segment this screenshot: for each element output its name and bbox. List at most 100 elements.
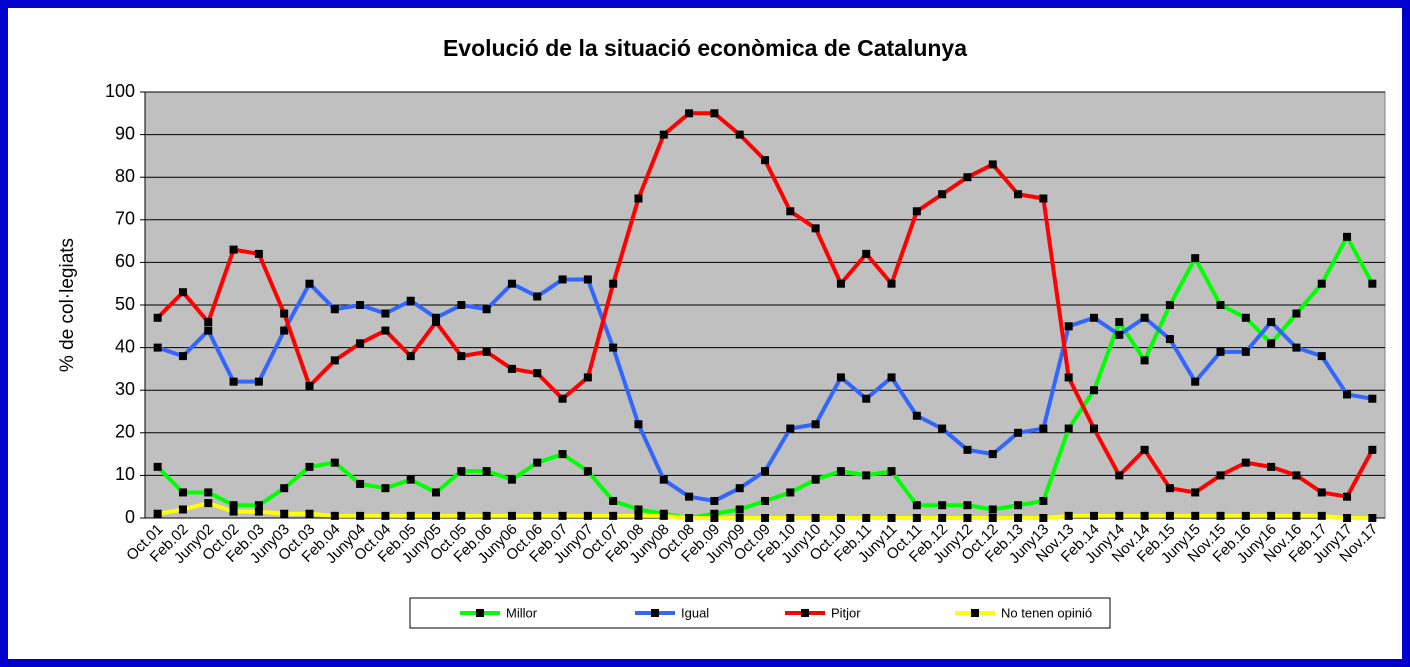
data-point [1292, 511, 1301, 520]
data-point [710, 109, 719, 118]
data-point [1368, 514, 1377, 522]
data-point [482, 305, 491, 314]
data-point [533, 292, 542, 301]
data-point [634, 420, 643, 429]
data-point [356, 479, 365, 488]
data-point [330, 458, 339, 467]
y-tick-label: 100 [105, 81, 135, 101]
data-point [1140, 511, 1149, 520]
data-point [558, 394, 567, 403]
data-point [811, 475, 820, 484]
data-point [558, 450, 567, 459]
data-point [330, 356, 339, 365]
data-point [1267, 318, 1276, 327]
data-point [1165, 484, 1174, 493]
data-point [1241, 313, 1250, 322]
data-point [988, 160, 997, 169]
data-point [406, 296, 415, 305]
data-point [1368, 279, 1377, 288]
data-point [659, 130, 668, 139]
data-point [330, 305, 339, 314]
data-point [1064, 424, 1073, 433]
data-point [1140, 356, 1149, 365]
data-point [938, 190, 947, 199]
data-point [1267, 339, 1276, 348]
data-point [836, 467, 845, 476]
data-point [912, 207, 921, 216]
data-point [938, 514, 947, 522]
data-point [1317, 488, 1326, 497]
data-point [1216, 347, 1225, 356]
data-point [710, 514, 719, 522]
data-point [1014, 514, 1023, 522]
data-point [938, 501, 947, 510]
data-point [710, 509, 719, 518]
data-point [862, 394, 871, 403]
data-point [1292, 471, 1301, 480]
data-point [1165, 511, 1174, 520]
data-point [406, 475, 415, 484]
legend-label: Pitjor [831, 605, 861, 620]
data-point [204, 318, 213, 327]
data-point [1368, 445, 1377, 454]
data-point [1216, 511, 1225, 520]
data-point [912, 411, 921, 420]
data-point [381, 511, 390, 520]
data-point [583, 467, 592, 476]
data-point [1317, 279, 1326, 288]
legend-marker [801, 609, 809, 617]
data-point [432, 511, 441, 520]
data-point [153, 313, 162, 322]
data-point [229, 501, 238, 510]
data-point [1089, 386, 1098, 395]
y-tick-label: 80 [115, 166, 135, 186]
data-point [1089, 424, 1098, 433]
data-point [1241, 511, 1250, 520]
data-point [178, 505, 187, 514]
data-point [887, 279, 896, 288]
data-point [482, 467, 491, 476]
data-point [811, 224, 820, 233]
data-point [1140, 445, 1149, 454]
data-point [710, 496, 719, 505]
data-point [1267, 511, 1276, 520]
data-point [178, 488, 187, 497]
data-point [254, 377, 263, 386]
data-point [356, 511, 365, 520]
data-point [811, 514, 820, 522]
data-point [229, 507, 238, 516]
data-point [963, 445, 972, 454]
data-point [1064, 373, 1073, 382]
data-point [1343, 514, 1352, 522]
y-tick-label: 50 [115, 294, 135, 314]
data-point [1241, 458, 1250, 467]
data-point [1343, 390, 1352, 399]
y-tick-label: 40 [115, 336, 135, 356]
data-point [406, 352, 415, 361]
data-point [988, 514, 997, 522]
data-point [432, 313, 441, 322]
y-tick-label: 70 [115, 209, 135, 229]
data-point [912, 514, 921, 522]
data-point [836, 373, 845, 382]
data-point [1216, 301, 1225, 309]
data-point [836, 279, 845, 288]
data-point [786, 207, 795, 216]
data-point [356, 339, 365, 348]
legend-marker [476, 609, 484, 617]
data-point [583, 373, 592, 382]
data-point [254, 507, 263, 516]
data-point [685, 109, 694, 118]
data-point [811, 420, 820, 429]
data-point [1115, 511, 1124, 520]
data-point [1343, 492, 1352, 501]
data-point [887, 467, 896, 476]
data-point [457, 352, 466, 361]
data-point [457, 467, 466, 476]
data-point [583, 275, 592, 284]
data-point [634, 505, 643, 514]
data-point [204, 488, 213, 497]
data-point [1165, 335, 1174, 344]
data-point [204, 499, 213, 508]
